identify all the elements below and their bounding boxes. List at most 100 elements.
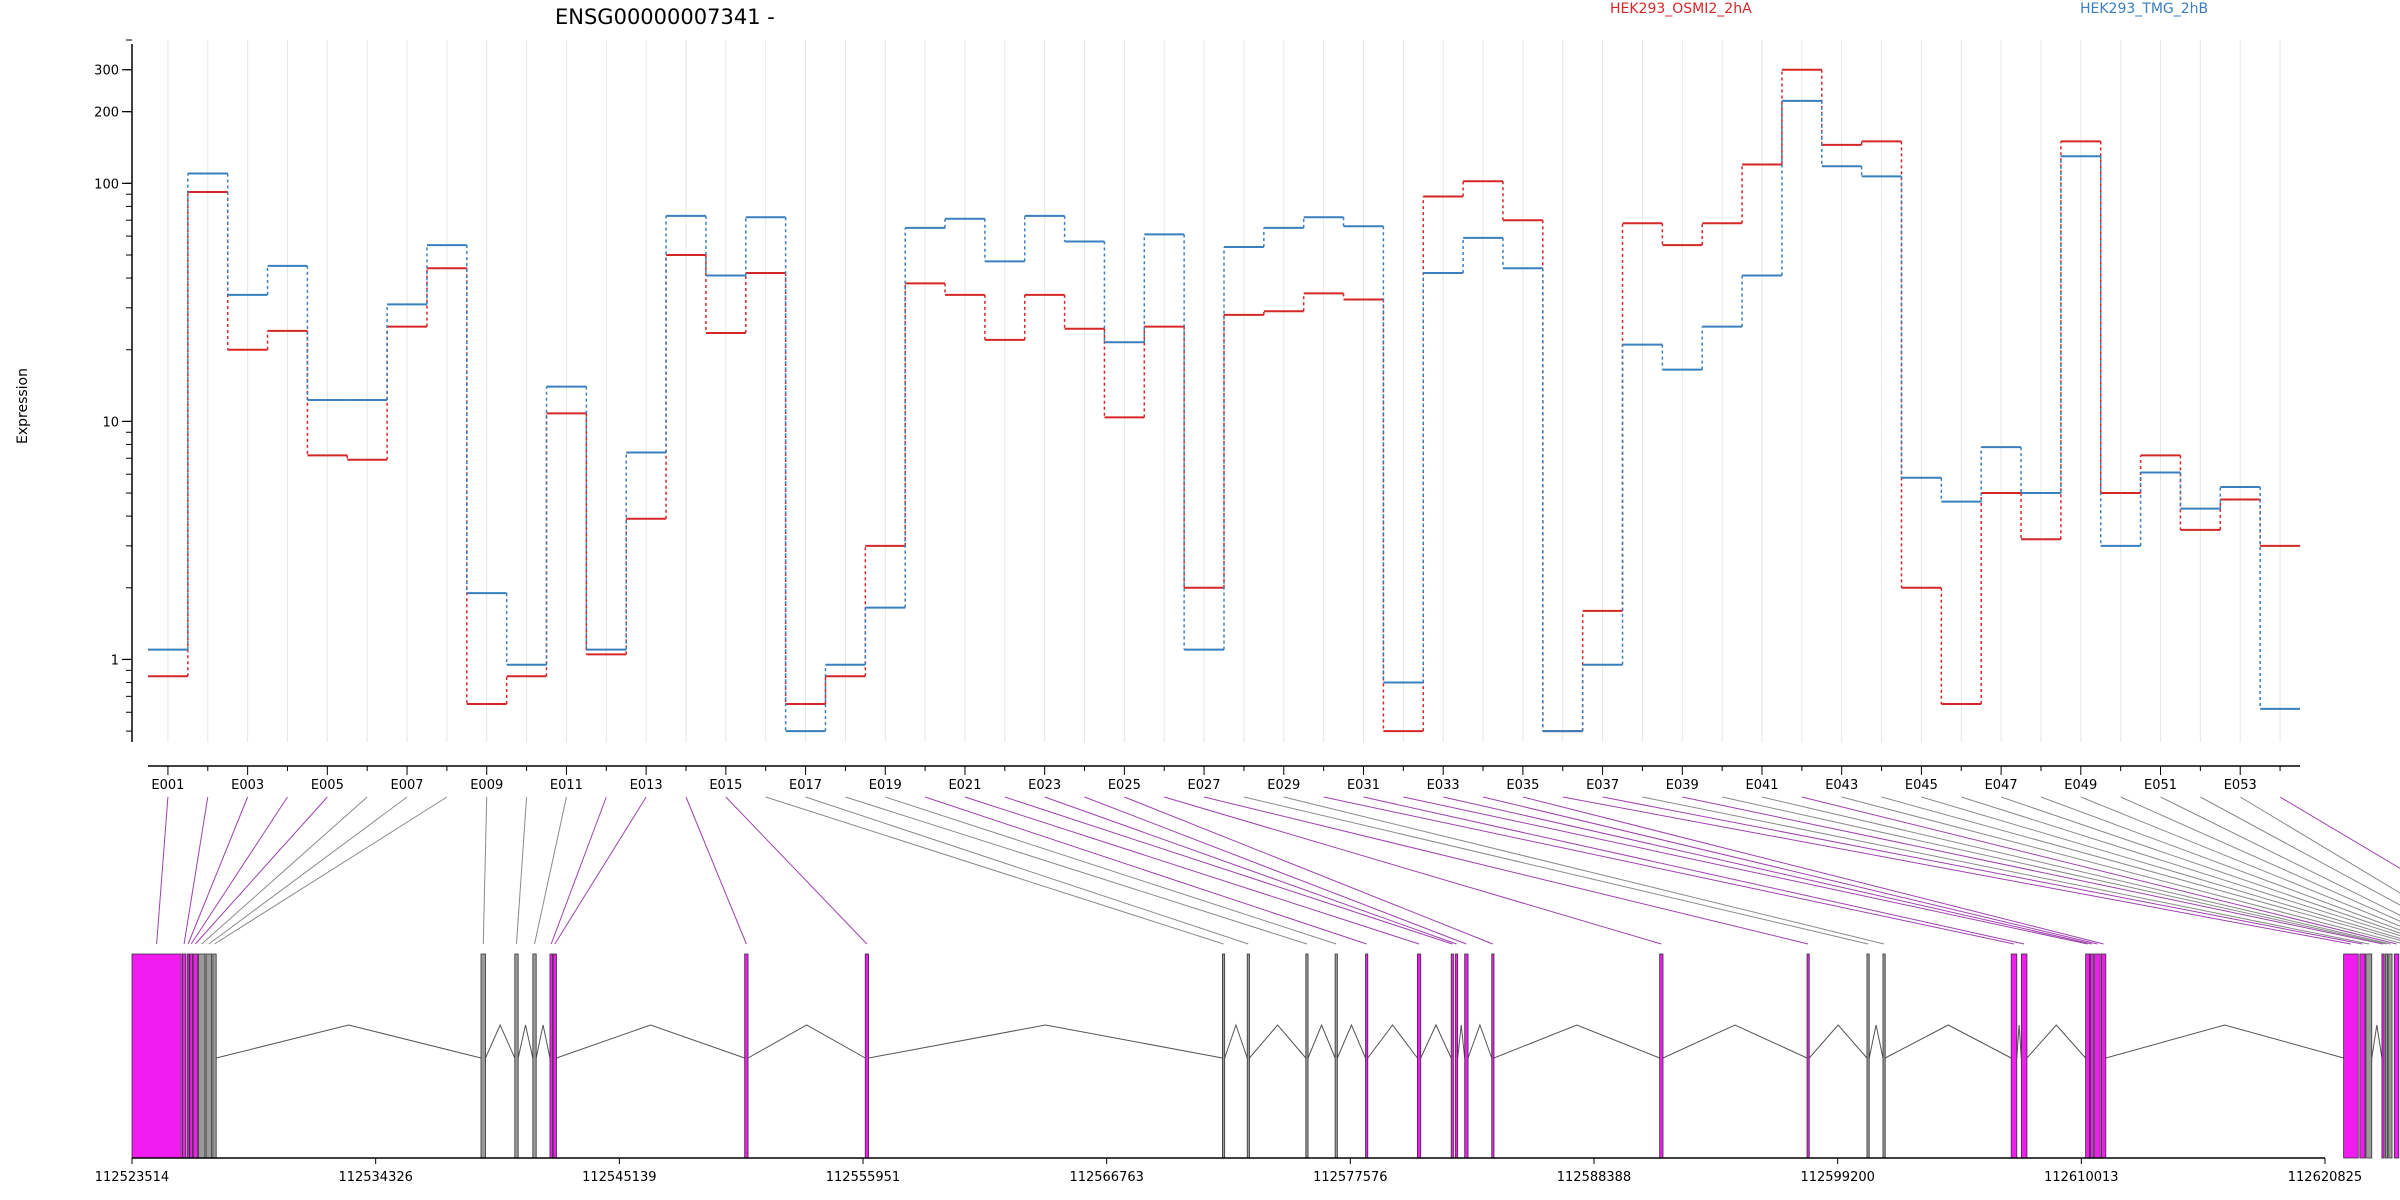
intron-arc	[1367, 1024, 1418, 1059]
exon-block	[1491, 953, 1495, 1159]
exon-block	[2365, 953, 2373, 1159]
chart-title: ENSG00000007341 -	[555, 5, 775, 29]
exon-block	[1454, 953, 1459, 1159]
exon-block	[480, 953, 486, 1159]
coordinate-label: 112545139	[582, 1170, 656, 1185]
exon-connector	[1243, 796, 1869, 945]
exon-block	[1882, 953, 1886, 1159]
exon-block	[1222, 953, 1226, 1159]
exon-connector	[515, 796, 528, 945]
exon-connector	[1961, 796, 2400, 937]
exon-connector	[2120, 796, 2400, 922]
exon-connector	[1004, 796, 1453, 945]
exon-block	[1305, 953, 1309, 1159]
coordinate-label: 112620825	[2288, 1170, 2362, 1185]
intron-arc	[1224, 1023, 1248, 1059]
exon-connector	[1722, 796, 2387, 945]
exon-block	[1450, 953, 1454, 1159]
exon-block	[1806, 953, 1810, 1159]
exon-block	[1659, 953, 1664, 1159]
exon-connector	[2040, 796, 2400, 931]
exon-connector	[183, 796, 209, 945]
exon-block	[212, 953, 217, 1159]
exon-block	[549, 953, 553, 1159]
exon-block	[2010, 953, 2018, 1159]
intron-arc	[747, 1024, 866, 1059]
exon-block	[2384, 953, 2388, 1159]
series-1	[148, 68, 2300, 733]
exon-tick-label: E021	[948, 778, 981, 793]
exon-connector	[1203, 796, 1809, 945]
exon-block	[197, 953, 206, 1159]
exon-connector	[1403, 796, 2088, 945]
exon-connector	[2080, 796, 2400, 927]
exon-tick-label: E031	[1347, 778, 1380, 793]
exon-connector	[1443, 796, 2092, 945]
exon-connector	[187, 796, 249, 945]
intron-arc	[517, 1024, 534, 1059]
exon-connector	[1482, 796, 2098, 945]
exon-block	[131, 953, 182, 1159]
intron-arc	[556, 1024, 745, 1059]
exon-block	[744, 953, 749, 1159]
exon-connector	[1124, 796, 1494, 945]
exon-tick-label: E023	[1028, 778, 1061, 793]
exon-connector	[156, 796, 169, 945]
exon-block	[1246, 953, 1250, 1159]
exon-tick-label: E017	[789, 778, 822, 793]
exon-tick-label: E003	[231, 778, 264, 793]
exon-connector	[1921, 796, 2400, 939]
exon-block	[2343, 953, 2359, 1159]
series-2	[148, 99, 2300, 733]
coordinate-label: 112577576	[1313, 1170, 1387, 1185]
exon-block	[2100, 953, 2107, 1159]
exon-connector	[725, 796, 868, 945]
exon-connector	[1841, 796, 2400, 944]
exon-connector	[1761, 796, 2391, 945]
exon-connectors	[156, 796, 2400, 945]
exon-connector	[964, 796, 1420, 945]
y-tick-label: 200	[94, 106, 119, 121]
exon-block	[1464, 953, 1469, 1159]
exon-tick-label: E043	[1825, 778, 1858, 793]
exon-block	[2381, 953, 2385, 1159]
exon-block	[2020, 953, 2028, 1159]
intron-arc	[1662, 1024, 1808, 1059]
exon-connector	[190, 796, 288, 945]
intron-arc	[1493, 1024, 1660, 1059]
grid-lines	[167, 40, 2281, 742]
exon-block	[1365, 953, 1369, 1159]
exon-block	[181, 953, 187, 1159]
exon-tick-label: E009	[470, 778, 503, 793]
exon-connector	[534, 796, 567, 945]
exon-block	[1416, 953, 1422, 1159]
exon-tick-label: E015	[709, 778, 742, 793]
intron-arc	[2105, 1024, 2344, 1059]
legend-entry-tmg: HEK293_TMG_2hB	[2080, 1, 2208, 17]
exon-tick-label: E041	[1745, 778, 1778, 793]
exon-connector	[554, 796, 647, 945]
intron-arc	[1868, 1024, 1884, 1059]
exon-connector	[1801, 796, 2397, 945]
exon-connector	[805, 796, 1249, 945]
exon-connector	[1283, 796, 1885, 945]
exon-connector	[1602, 796, 2363, 945]
exon-connector	[482, 796, 488, 945]
exon-block	[2359, 953, 2366, 1159]
exon-connector	[765, 796, 1224, 945]
exon-block	[864, 953, 870, 1159]
exon-connector	[924, 796, 1367, 945]
exon-connector	[214, 796, 448, 945]
coordinate-label: 112566763	[1069, 1170, 1143, 1185]
y-axis-label: Expression	[15, 368, 31, 444]
intron-arc	[1249, 1024, 1307, 1059]
exon-connector	[1562, 796, 2352, 945]
exon-tick-label: E037	[1586, 778, 1619, 793]
y-tick-label: 10	[102, 415, 119, 430]
intron-arc	[1467, 1023, 1493, 1059]
exon-tick-label: E049	[2064, 778, 2097, 793]
exon-connector	[194, 796, 328, 945]
y-axis: 1 10 100 200 300	[94, 39, 133, 742]
exon-tick-label: E029	[1267, 778, 1300, 793]
intron-arc	[1884, 1024, 2012, 1059]
